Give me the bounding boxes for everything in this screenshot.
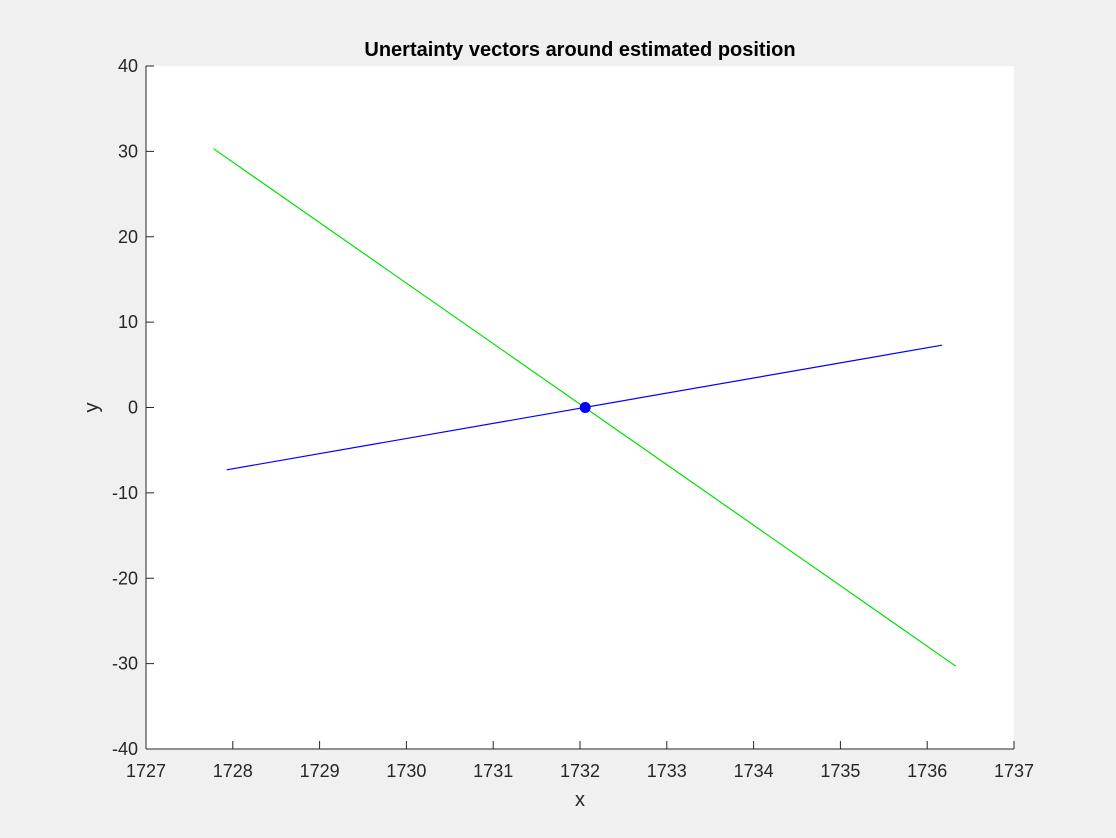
y-tick-label: 10 [118, 312, 138, 332]
y-tick-label: -10 [112, 483, 138, 503]
plot-axes: 1727 1728 1729 1730 1731 1732 1733 1734 1735 1736… [112, 56, 1034, 781]
x-tick-label: 1737 [994, 761, 1034, 781]
x-tick-label: 1727 [126, 761, 166, 781]
y-tick-label: 40 [118, 56, 138, 76]
y-tick-label: -20 [112, 568, 138, 588]
x-tick-label: 1732 [560, 761, 600, 781]
y-ticks: -40 -30 -20 -10 0 10 20 30 40 [112, 56, 154, 759]
x-tick-label: 1728 [213, 761, 253, 781]
x-tick-label: 1730 [386, 761, 426, 781]
estimated-position-point [579, 402, 591, 413]
chart-title: Unertainty vectors around estimated posi… [364, 39, 795, 61]
y-tick-label: 0 [128, 398, 138, 418]
y-tick-label: 20 [118, 227, 138, 247]
x-tick-label: 1734 [734, 761, 774, 781]
x-axis-label: x [575, 789, 585, 811]
y-axis-label: y [81, 403, 103, 413]
y-tick-label: -30 [112, 654, 138, 674]
x-ticks: 1727 1728 1729 1730 1731 1732 1733 1734 1735 1736… [126, 741, 1034, 781]
points-layer [579, 402, 591, 413]
x-tick-label: 1729 [300, 761, 340, 781]
x-tick-label: 1731 [473, 761, 513, 781]
x-tick-label: 1736 [907, 761, 947, 781]
x-tick-label: 1733 [647, 761, 687, 781]
x-tick-label: 1735 [820, 761, 860, 781]
y-tick-label: 30 [118, 141, 138, 161]
y-tick-label: -40 [112, 739, 138, 759]
